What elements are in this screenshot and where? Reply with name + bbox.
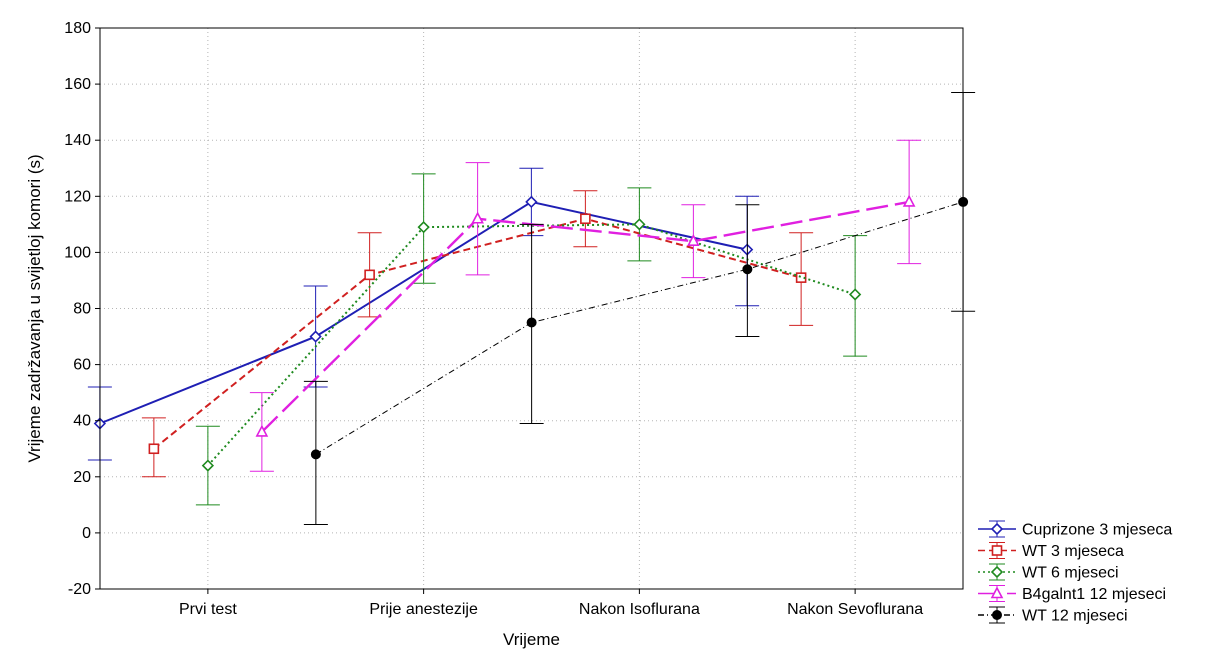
data-point <box>148 443 160 455</box>
x-axis-label: Vrijeme <box>503 630 560 649</box>
x-tick-label: Prvi test <box>179 601 237 618</box>
legend-item: WT 3 mjeseca <box>978 542 1124 560</box>
legend-marker <box>992 610 1002 620</box>
y-tick-label: 0 <box>82 525 91 542</box>
data-point <box>580 213 591 225</box>
data-point <box>526 317 537 328</box>
y-tick-label: 60 <box>73 357 91 374</box>
legend-label: B4galnt1 12 mjeseci <box>1022 586 1166 603</box>
series-4 <box>249 139 922 472</box>
data-point <box>417 221 430 234</box>
y-tick-label: -20 <box>68 581 91 598</box>
legend-marker <box>990 565 1004 579</box>
data-point <box>742 264 753 275</box>
legend-item: WT 6 mjeseci <box>978 563 1119 582</box>
data-point <box>309 330 322 343</box>
legend-label: Cuprizone 3 mjeseca <box>1022 522 1172 539</box>
y-tick-label: 140 <box>64 132 91 149</box>
y-tick-label: 20 <box>73 469 91 486</box>
y-tick-label: 120 <box>64 188 91 205</box>
data-point <box>471 211 484 224</box>
x-tick-label: Nakon Isoflurana <box>579 601 700 618</box>
y-tick-label: 80 <box>73 301 91 318</box>
data-point <box>364 269 375 281</box>
data-point <box>848 288 862 301</box>
y-tick-label: 160 <box>64 76 91 93</box>
legend-marker <box>990 586 1004 599</box>
data-point <box>255 424 269 437</box>
series-line <box>315 201 964 455</box>
x-tick-label: Prije anestezije <box>369 601 478 618</box>
data-point <box>902 194 916 207</box>
y-tick-label: 100 <box>64 244 91 261</box>
legend-item: B4galnt1 12 mjeseci <box>978 585 1166 603</box>
data-point <box>525 195 538 209</box>
data-point <box>310 449 321 460</box>
legend-marker <box>991 545 1003 556</box>
legend-label: WT 12 mjeseci <box>1022 608 1128 625</box>
legend: Cuprizone 3 mjeseca WT 3 mjeseca WT 6 mjes… <box>978 520 1172 625</box>
axis-ticks: -20 0 20 40 60 80 100 120 140 160 180 Prvi test Prij… <box>64 20 923 618</box>
data-point <box>201 459 215 472</box>
y-axis-label: Vrijeme zadržavanja u svijetloj komori (… <box>25 154 44 462</box>
x-tick-label: Nakon Sevoflurana <box>787 601 923 618</box>
legend-label: WT 3 mjeseca <box>1022 543 1124 560</box>
data-point <box>633 218 646 231</box>
series-layer <box>87 92 976 525</box>
data-point <box>687 233 700 246</box>
legend-item: Cuprizone 3 mjeseca <box>978 520 1172 539</box>
series-line <box>261 200 910 433</box>
legend-item: WT 12 mjeseci <box>978 606 1128 625</box>
y-tick-label: 180 <box>64 20 91 37</box>
legend-marker <box>990 522 1004 536</box>
legend-label: WT 6 mjeseci <box>1022 565 1119 582</box>
y-tick-label: 40 <box>73 413 91 430</box>
